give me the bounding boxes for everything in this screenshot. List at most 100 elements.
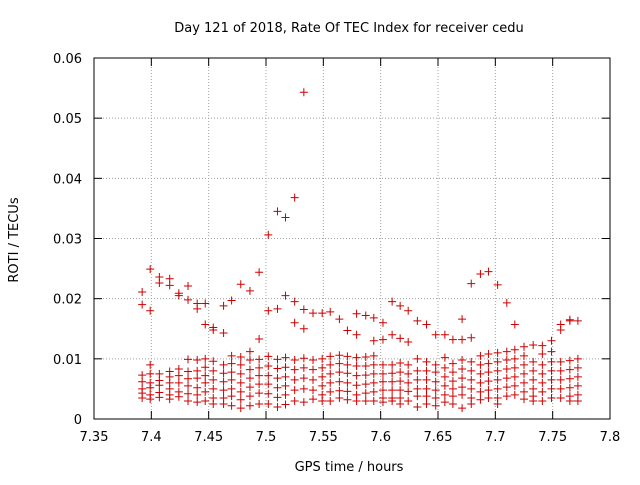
- data-point: [538, 350, 547, 359]
- data-point: [467, 399, 476, 408]
- data-point: [440, 381, 449, 390]
- data-point: [413, 354, 422, 363]
- data-point: [520, 395, 528, 404]
- data-point: [193, 374, 202, 383]
- data-point: [219, 360, 228, 369]
- data-point: [184, 367, 193, 376]
- data-point: [299, 88, 308, 97]
- data-point: [281, 372, 290, 381]
- data-point: [378, 335, 387, 344]
- data-point: [343, 387, 352, 396]
- data-point: [388, 377, 397, 386]
- data-point: [326, 360, 335, 369]
- data-point: [484, 393, 493, 402]
- data-point: [352, 396, 361, 405]
- data-point: [290, 396, 299, 405]
- data-point: [529, 366, 538, 375]
- data-point: [352, 330, 361, 339]
- data-point: [467, 366, 476, 375]
- data-point: [343, 360, 352, 369]
- data-point: [510, 363, 519, 372]
- data-point: [174, 378, 183, 387]
- data-point: [404, 360, 413, 369]
- data-point: [369, 369, 378, 378]
- data-point: [146, 395, 155, 404]
- data-point: [273, 304, 282, 313]
- data-point: [476, 395, 485, 404]
- data-point: [448, 335, 457, 344]
- data-point: [493, 357, 502, 366]
- data-point: [565, 316, 574, 325]
- data-point: [299, 384, 308, 393]
- data-point: [184, 355, 193, 364]
- data-point: [476, 378, 485, 387]
- data-point: [146, 265, 155, 274]
- data-point: [290, 386, 299, 395]
- data-point: [458, 365, 467, 374]
- data-point: [510, 390, 519, 399]
- data-point: [343, 352, 352, 361]
- data-point: [413, 402, 422, 411]
- data-point: [146, 360, 155, 369]
- data-point: [404, 378, 413, 387]
- data-point: [440, 390, 449, 399]
- data-point: [440, 353, 449, 362]
- data-point: [556, 366, 565, 375]
- data-point: [219, 399, 228, 408]
- data-point: [404, 396, 413, 405]
- data-point: [184, 282, 193, 291]
- data-point: [264, 362, 273, 371]
- data-point: [245, 392, 254, 401]
- data-point: [352, 381, 361, 390]
- data-point: [413, 366, 422, 375]
- data-point: [138, 300, 147, 309]
- data-point: [510, 345, 519, 354]
- data-point: [538, 369, 547, 378]
- data-point: [264, 306, 273, 315]
- data-point: [264, 230, 273, 239]
- data-point: [565, 396, 574, 405]
- data-point: [361, 389, 370, 398]
- data-point: [146, 383, 155, 392]
- data-point: [556, 357, 565, 366]
- data-point: [184, 389, 193, 398]
- data-point: [448, 359, 457, 368]
- data-point: [502, 365, 511, 374]
- data-point: [290, 375, 299, 384]
- data-point: [440, 398, 449, 407]
- data-point: [493, 399, 502, 408]
- y-tick-label: 0.05: [53, 112, 82, 127]
- data-point: [318, 363, 327, 372]
- data-point: [493, 366, 502, 375]
- data-point: [422, 384, 431, 393]
- data-point: [343, 378, 352, 387]
- data-point: [318, 381, 327, 390]
- data-point: [404, 369, 413, 378]
- data-point: [201, 396, 210, 405]
- data-point: [476, 269, 485, 278]
- data-point: [538, 360, 547, 369]
- data-point: [201, 320, 210, 329]
- data-point: [520, 369, 528, 378]
- data-point: [326, 378, 335, 387]
- data-point: [484, 359, 493, 368]
- data-point: [245, 286, 254, 295]
- data-point: [484, 368, 493, 377]
- data-point: [493, 375, 502, 384]
- data-point: [556, 375, 565, 384]
- data-point: [352, 353, 361, 362]
- data-point: [458, 383, 467, 392]
- data-point: [413, 392, 422, 401]
- data-point: [193, 390, 202, 399]
- data-point: [138, 288, 147, 297]
- y-tick-label: 0.06: [53, 52, 82, 67]
- data-point: [510, 372, 519, 381]
- data-point: [255, 334, 264, 343]
- data-point: [538, 378, 547, 387]
- data-point: [467, 384, 476, 393]
- data-point: [556, 325, 565, 334]
- data-point: [467, 279, 476, 288]
- data-point: [245, 356, 254, 365]
- data-point: [467, 333, 476, 342]
